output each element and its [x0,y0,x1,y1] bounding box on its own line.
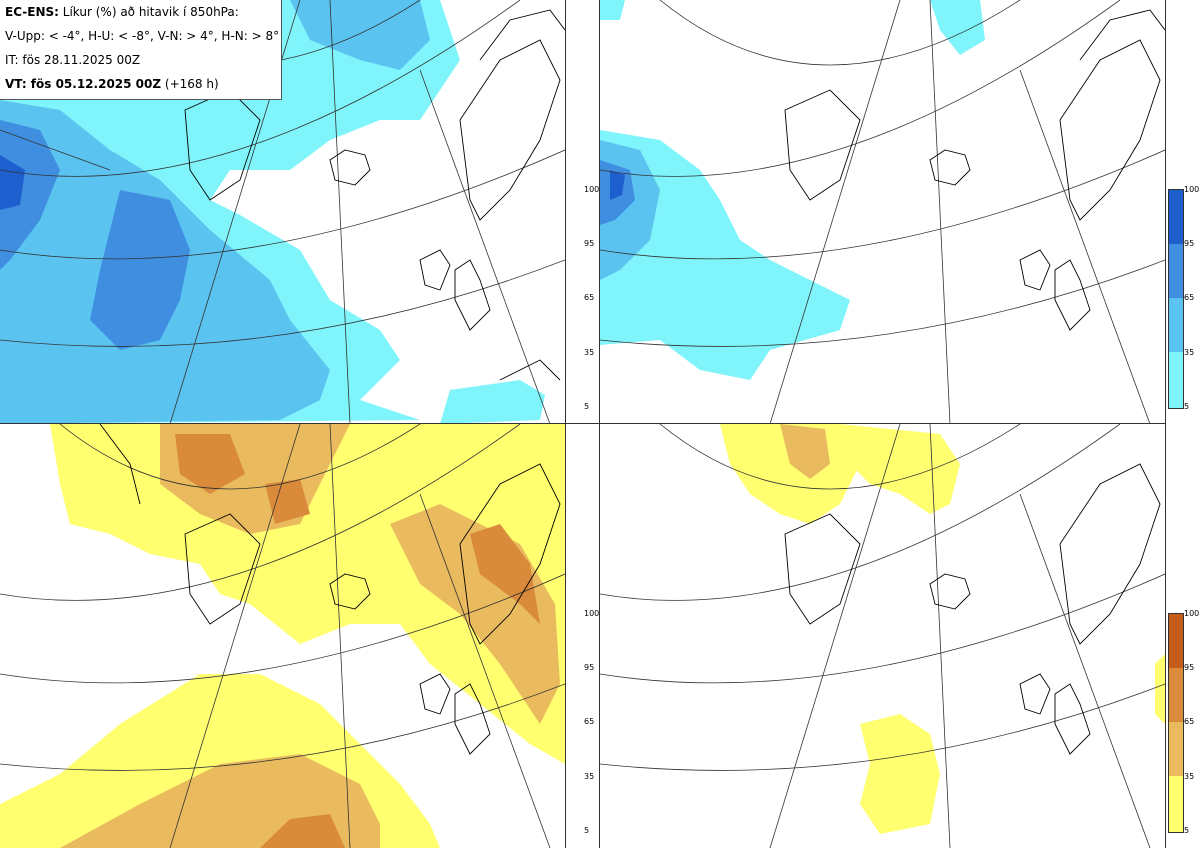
colorbar-warm [1168,613,1184,833]
tick-label: 100 [1184,609,1200,618]
tick-label: 35 [1184,348,1195,357]
panel-divider-vertical-left [565,0,566,848]
panel-divider-horizontal [0,423,1165,424]
graticule [0,424,565,848]
tick-label: 65 [584,717,595,726]
probability-field-warm [0,424,565,848]
valid-time-text: VT: fös 05.12.2025 00Z [5,77,162,91]
tick-label: 35 [1184,772,1195,781]
tick-label: 100 [584,609,600,618]
tick-label: 95 [1184,663,1195,672]
tick-label: 35 [584,348,595,357]
tick-label: 5 [1184,402,1190,411]
title-text: Líkur (%) að hitavik í 850hPa: [62,5,239,19]
tick-label: 35 [584,772,595,781]
map-info-box: EC-ENS: Líkur (%) að hitavik í 850hPa: V… [0,0,282,100]
graticule [600,424,1165,848]
colorbar-cold [1168,189,1184,409]
tick-label: 95 [584,663,595,672]
map-panel-warm-4 [0,424,565,848]
map-panel-cold-4 [0,0,565,424]
tick-label: 100 [1184,185,1200,194]
tick-label: 100 [584,185,600,194]
coastlines [784,9,1165,331]
panel-border-right [1165,0,1166,848]
lead-time-text: (+168 h) [164,77,219,91]
tick-label: 65 [1184,293,1195,302]
thresholds-text: V-Upp: < -4°, H-U: < -8°, V-N: > 4°, H-N… [5,29,280,43]
probability-field-cold-strong [600,0,985,380]
tick-label: 95 [1184,239,1195,248]
tick-label: 65 [584,293,595,302]
probability-field-warm-strong [720,424,1165,834]
map-panel-cold-8 [600,0,1200,424]
coastlines [184,9,565,381]
graticule [600,0,1165,424]
map-panel-warm-8 [600,424,1200,848]
panel-divider-vertical-right [599,0,600,848]
tick-label: 5 [584,402,590,411]
tick-label: 5 [584,826,590,835]
tick-label: 95 [584,239,595,248]
coastlines [99,424,561,755]
init-time-text: IT: fös 28.11.2025 00Z [5,53,141,67]
tick-label: 5 [1184,826,1190,835]
graticule [0,0,565,424]
tick-label: 65 [1184,717,1195,726]
model-label: EC-ENS: [5,5,59,19]
coastlines [784,463,1161,755]
